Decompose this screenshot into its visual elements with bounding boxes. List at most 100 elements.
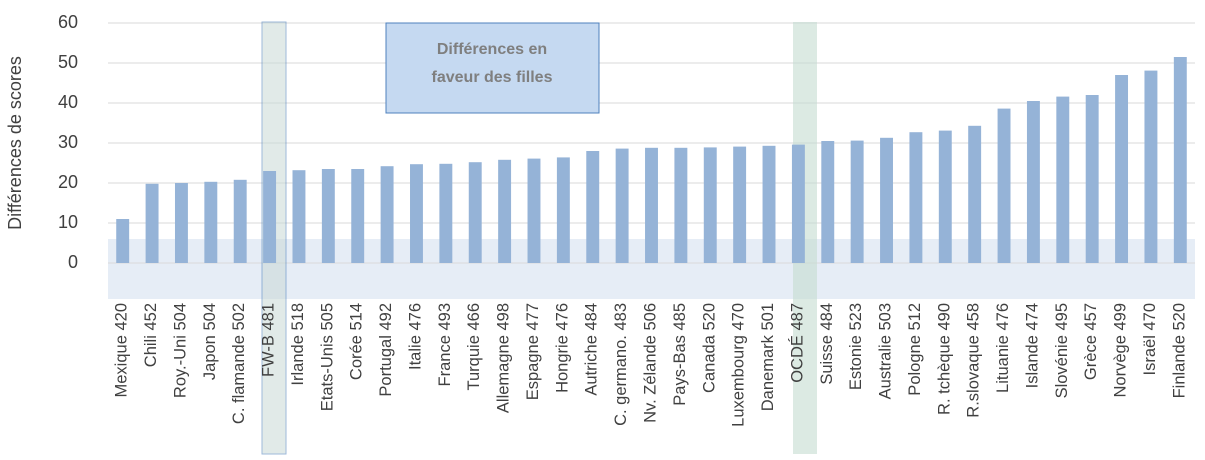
bar <box>1144 70 1158 263</box>
bar <box>116 219 130 263</box>
category-score: 499 <box>1112 303 1130 331</box>
category-score: 503 <box>877 303 895 331</box>
x-tick-label: Luxembourg 470 <box>730 303 748 427</box>
bar <box>1115 75 1129 263</box>
category-score: 476 <box>407 303 425 331</box>
y-tick-label: 50 <box>58 52 78 72</box>
x-tick-label: Espagne 477 <box>524 303 542 400</box>
x-tick-label: Finlande 520 <box>1171 303 1189 398</box>
bar <box>909 132 923 263</box>
bar <box>880 137 893 263</box>
x-tick-label: France 493 <box>436 303 454 386</box>
category-name: Israël <box>1141 335 1159 375</box>
category-name: Portugal <box>377 335 395 396</box>
category-score: 523 <box>848 303 866 331</box>
y-tick-label: 20 <box>58 172 78 192</box>
x-tick-label: Irlande 518 <box>289 303 307 386</box>
x-tick-label: C. flamande 502 <box>231 303 249 424</box>
x-tick-label: Slovénie 495 <box>1053 303 1071 398</box>
x-tick-label: R. tchèque 490 <box>936 303 954 415</box>
category-score: 518 <box>289 303 307 331</box>
x-tick-label: Corée 514 <box>348 303 366 380</box>
x-tick-label: Turquie 466 <box>466 303 484 390</box>
category-score: 514 <box>348 303 366 331</box>
bar <box>556 157 570 263</box>
category-name: Slovénie <box>1053 335 1071 398</box>
bar <box>1085 95 1099 263</box>
category-score: 470 <box>1141 303 1159 331</box>
y-tick-label: 30 <box>58 132 78 152</box>
x-tick-label: Lituanie 476 <box>994 303 1012 393</box>
annotation-line: Différences en <box>437 41 547 58</box>
x-tick-label: Estonie 523 <box>848 303 866 390</box>
bar <box>674 147 688 263</box>
x-tick-label: Nv. Zélande 506 <box>642 303 660 423</box>
category-score: 512 <box>906 303 924 331</box>
category-name: Etats-Unis <box>319 335 337 411</box>
bar <box>233 179 247 263</box>
annotation-box <box>385 22 600 114</box>
category-name: Hongrie <box>554 335 572 393</box>
x-tick-label: Norvège 499 <box>1112 303 1130 398</box>
category-name: Danemark <box>759 334 777 411</box>
bar <box>468 162 482 263</box>
x-tick-label: OCDÉ 487 <box>788 303 807 383</box>
bar <box>1056 96 1070 263</box>
x-tick-label: Roy.-Uni 504 <box>172 303 190 398</box>
category-score: 492 <box>377 303 395 331</box>
x-tick-label: Portugal 492 <box>377 303 395 397</box>
y-tick-label: 60 <box>58 12 78 32</box>
bar <box>351 169 365 263</box>
category-name: C. germano. <box>612 335 630 426</box>
x-tick-label: Islande 474 <box>1024 303 1042 388</box>
bar <box>263 171 277 263</box>
category-name: R.slovaque <box>965 335 983 418</box>
bar <box>791 144 805 263</box>
bar <box>938 130 952 263</box>
category-score: 484 <box>818 303 836 331</box>
category-name: Australie <box>877 335 895 399</box>
category-score: 520 <box>1171 303 1189 331</box>
category-name: OCDÉ <box>788 335 807 383</box>
category-score: 470 <box>730 303 748 331</box>
x-tick-label: FW-B 481 <box>260 303 278 377</box>
category-name: FW-B <box>260 335 278 377</box>
category-score: 487 <box>789 303 807 331</box>
category-name: Norvège <box>1112 335 1130 397</box>
bar <box>586 151 600 263</box>
x-tick-label: Israël 470 <box>1141 303 1159 375</box>
category-name: Autriche <box>583 335 601 396</box>
category-name: Allemagne <box>495 335 513 413</box>
x-tick-label: Chili 452 <box>142 303 160 367</box>
category-name: Pays-Bas <box>671 335 689 406</box>
y-tick-label: 10 <box>58 212 78 232</box>
bar <box>439 163 453 263</box>
annotation-line: faveur des filles <box>432 69 553 86</box>
bar <box>498 159 512 263</box>
y-tick-label: 0 <box>68 252 78 272</box>
bar <box>410 164 423 263</box>
y-axis-label: Différences de scores <box>5 56 25 230</box>
bar <box>204 181 218 263</box>
bar <box>733 146 747 263</box>
category-name: Islande <box>1024 335 1042 388</box>
x-tick-label: Italie 476 <box>407 303 425 370</box>
x-tick-label: Australie 503 <box>877 303 895 399</box>
category-score: 452 <box>142 303 160 331</box>
category-score: 420 <box>113 303 131 331</box>
category-score: 466 <box>466 303 484 331</box>
category-name: Italie <box>407 335 425 370</box>
bar <box>145 183 159 263</box>
category-score: 483 <box>612 303 630 331</box>
x-tick-label: Allemagne 498 <box>495 303 513 413</box>
bar <box>645 147 658 263</box>
bar <box>380 166 394 263</box>
category-score: 457 <box>1083 303 1101 331</box>
category-name: Japon <box>201 335 219 380</box>
category-name: Pologne <box>906 335 924 396</box>
x-tick-label: Japon 504 <box>201 303 219 380</box>
x-tick-label: Etats-Unis 505 <box>319 303 337 411</box>
category-score: 476 <box>994 303 1012 331</box>
category-score: 504 <box>201 303 219 331</box>
x-tick-label: Grèce 457 <box>1083 303 1101 380</box>
